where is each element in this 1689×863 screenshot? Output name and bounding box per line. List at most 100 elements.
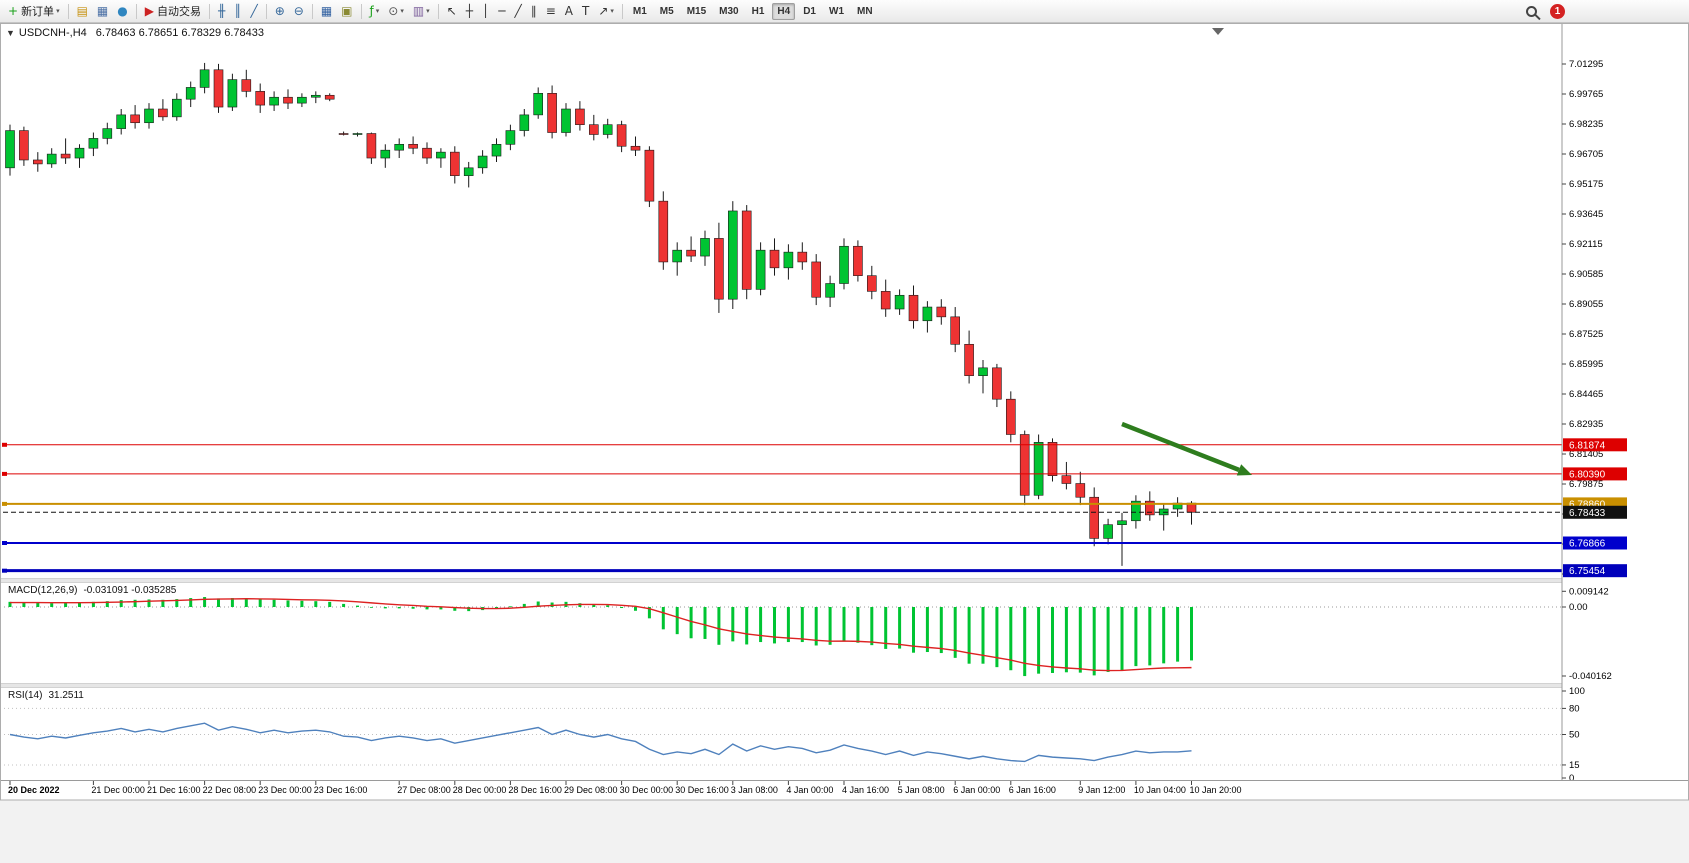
channel-icon: ∥: [530, 4, 537, 18]
svg-text:6.84465: 6.84465: [1569, 389, 1603, 400]
crosshair-button[interactable]: ┼: [462, 2, 477, 21]
svg-text:30 Dec 00:00: 30 Dec 00:00: [620, 785, 674, 795]
toolbar-separator: [67, 3, 69, 19]
trendline-icon: ╱: [514, 4, 522, 18]
line-chart-button[interactable]: ╱: [246, 2, 261, 21]
cursor-button[interactable]: ↖: [443, 2, 461, 21]
macd-name: MACD(12,26,9): [8, 585, 78, 596]
bottom-spacer: [0, 800, 1689, 863]
hline-handle[interactable]: [2, 541, 7, 545]
timeframe-mn-button[interactable]: MN: [857, 5, 873, 17]
hline-handle[interactable]: [2, 442, 7, 447]
label-button[interactable]: T: [578, 2, 593, 21]
svg-text:23 Dec 00:00: 23 Dec 00:00: [258, 785, 312, 795]
bar-chart-button[interactable]: ╫: [214, 2, 229, 21]
macd-signal-line: [10, 598, 1192, 672]
tile-windows-button[interactable]: ▦: [317, 2, 336, 21]
vertical-line-icon: │: [481, 4, 490, 18]
zoom-out-icon: ⊖: [293, 4, 304, 18]
svg-text:28 Dec 00:00: 28 Dec 00:00: [453, 785, 507, 795]
price-badge-6.78433: [1563, 505, 1627, 519]
timeframe-d1-button[interactable]: D1: [803, 5, 816, 17]
svg-text:6.92115: 6.92115: [1569, 239, 1603, 250]
new-order-button[interactable]: + 新订单 ▾: [4, 2, 64, 21]
fibonacci-button[interactable]: ≡: [542, 2, 560, 21]
crosshair-icon: ┼: [465, 4, 473, 18]
timeframe-m5-button[interactable]: M5: [659, 5, 674, 17]
svg-text:30 Dec 16:00: 30 Dec 16:00: [675, 785, 729, 795]
zoom-in-icon: ⊕: [274, 4, 285, 18]
notification-badge[interactable]: 1: [1550, 3, 1565, 19]
price-badge-6.80390: [1563, 467, 1627, 481]
arrows-icon: ↗: [598, 4, 609, 18]
hline-handle[interactable]: [2, 568, 7, 573]
clock-icon: ⊙: [388, 4, 399, 18]
toolbar-separator: [265, 3, 267, 19]
macd-values: -0.031091 -0.035285: [83, 585, 177, 596]
cursor-icon: ↖: [446, 4, 457, 18]
svg-text:6.85995: 6.85995: [1569, 359, 1603, 370]
chart-canvas[interactable]: 7.01295 6.99765 6.98235 6.96705 6.95175 6.936…: [0, 23, 1689, 863]
hline-handle[interactable]: [2, 471, 7, 476]
svg-text:15: 15: [1569, 760, 1580, 771]
trendline-button[interactable]: ╱: [510, 2, 525, 21]
time-axis[interactable]: [0, 781, 1689, 800]
svg-text:6.81874: 6.81874: [1569, 440, 1606, 451]
timeframe-w1-button[interactable]: W1: [829, 5, 844, 17]
ohlc-quote: 6.78463 6.78651 6.78329 6.78433: [95, 27, 264, 39]
svg-text:6.80390: 6.80390: [1569, 469, 1606, 480]
timeframe-h1-button[interactable]: H1: [751, 5, 765, 17]
svg-text:7.01295: 7.01295: [1569, 59, 1603, 70]
periods-button[interactable]: ⊙ ▾: [384, 2, 408, 21]
svg-text:80: 80: [1569, 704, 1580, 715]
expand-arrow-icon[interactable]: ▼: [6, 28, 15, 38]
indicators-button[interactable]: ƒ ▾: [366, 2, 384, 21]
vertical-line-button[interactable]: │: [478, 2, 493, 21]
svg-text:6.93645: 6.93645: [1569, 209, 1603, 220]
bars-icon: ╫: [217, 4, 226, 18]
chevron-down-icon: ▾: [426, 8, 430, 15]
chart-plot-background[interactable]: [0, 23, 1689, 800]
chevron-down-icon: ▾: [400, 8, 404, 15]
price-axis[interactable]: [1562, 23, 1689, 781]
profiles-button[interactable]: ▤: [73, 2, 92, 21]
shapes-button[interactable]: ↗ ▾: [594, 2, 618, 21]
trend-arrow-annotation[interactable]: [1121, 421, 1252, 476]
chart-shift-marker-icon[interactable]: [1212, 28, 1224, 35]
templates-button[interactable]: ▥ ▾: [409, 2, 434, 21]
print-button[interactable]: ▦: [93, 2, 112, 21]
svg-text:6.87525: 6.87525: [1569, 329, 1603, 340]
timeframe-m30-button[interactable]: M30: [719, 5, 739, 17]
candlestick-button[interactable]: ║: [230, 2, 245, 21]
auto-arrange-button[interactable]: ▣: [337, 2, 356, 21]
svg-text:28 Dec 16:00: 28 Dec 16:00: [508, 785, 562, 795]
timeframe-m1-button[interactable]: M1: [632, 5, 647, 17]
toolbar-separator: [135, 3, 137, 19]
svg-text:6 Jan 16:00: 6 Jan 16:00: [1009, 785, 1056, 795]
hline-handle[interactable]: [2, 501, 7, 506]
text-icon: A: [564, 4, 573, 18]
macd-rsi-splitter[interactable]: [0, 683, 1689, 688]
zoom-out-button[interactable]: ⊖: [290, 2, 308, 21]
zoom-in-button[interactable]: ⊕: [271, 2, 289, 21]
rsi-name: RSI(14): [8, 690, 43, 701]
line-chart-icon: ╱: [250, 4, 258, 18]
autotrading-button[interactable]: ▶ 自动交易: [141, 2, 205, 21]
horizontal-line-icon: ─: [498, 4, 506, 18]
svg-text:6.79875: 6.79875: [1569, 479, 1603, 490]
svg-text:50: 50: [1569, 730, 1580, 741]
search-button[interactable]: [1522, 2, 1541, 21]
timeframe-m15-button[interactable]: M15: [686, 5, 707, 17]
svg-text:27 Dec 08:00: 27 Dec 08:00: [397, 785, 451, 795]
arrange-icon: ▣: [341, 4, 353, 18]
timeframe-h4-button[interactable]: H4: [772, 2, 796, 20]
data-window-button[interactable]: ●: [113, 2, 131, 21]
channel-button[interactable]: ∥: [527, 2, 541, 21]
chevron-down-icon: ▾: [56, 8, 60, 15]
horizontal-line-button[interactable]: ─: [494, 2, 509, 21]
text-button[interactable]: A: [561, 2, 577, 21]
main-macd-splitter[interactable]: [0, 578, 1689, 583]
rsi-indicator-label: RSI(14) 31.2511: [8, 690, 84, 701]
svg-text:10 Jan 04:00: 10 Jan 04:00: [1134, 785, 1186, 795]
candles-icon: ║: [234, 4, 242, 18]
